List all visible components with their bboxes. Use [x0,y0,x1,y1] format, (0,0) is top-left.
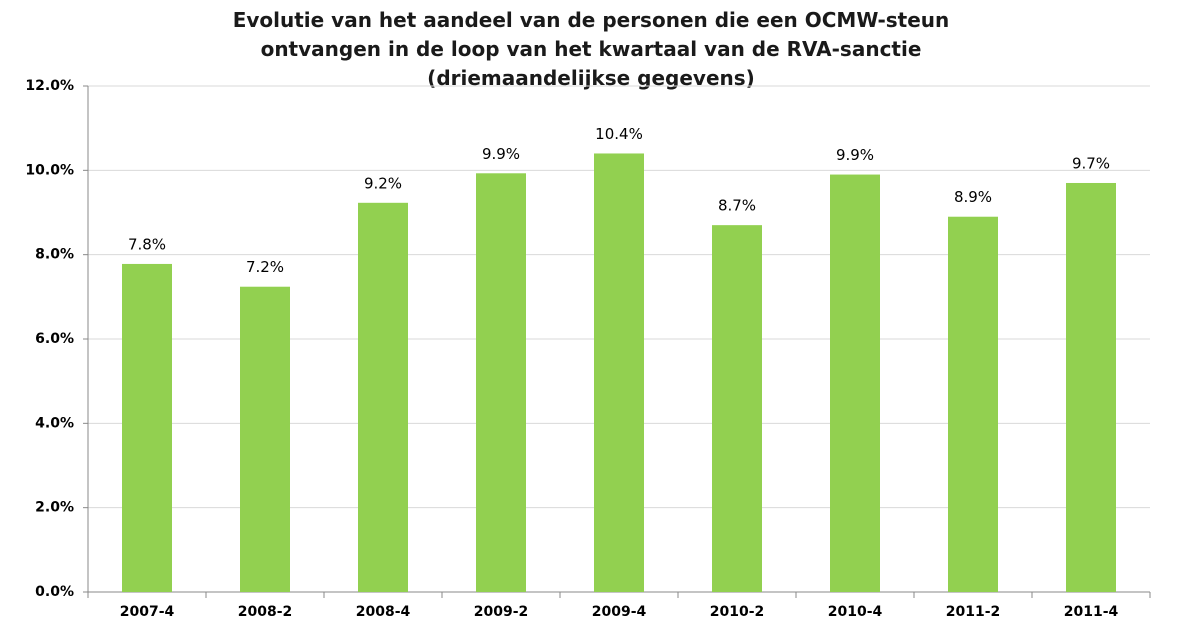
bar [240,286,290,592]
x-tick-label: 2009-4 [592,604,647,620]
y-tick-label: 0.0% [35,584,74,600]
bar [712,225,762,592]
y-tick-label: 6.0% [35,331,74,347]
y-tick-label: 2.0% [35,500,74,516]
value-label: 8.7% [718,197,756,215]
x-tick-label: 2010-4 [828,604,883,620]
y-tick-label: 8.0% [35,247,74,263]
y-tick-label: 10.0% [25,162,74,178]
y-tick-label: 4.0% [35,415,74,431]
x-tick-label: 2011-2 [946,604,1001,620]
x-tick-label: 2011-4 [1064,604,1119,620]
value-label: 7.2% [246,258,284,276]
value-label: 7.8% [128,235,166,253]
value-label: 9.2% [364,174,402,192]
value-label: 8.9% [954,188,992,206]
bar [948,216,998,592]
value-label: 9.7% [1072,154,1110,172]
x-tick-label: 2010-2 [710,604,765,620]
x-tick-label: 2008-4 [356,604,411,620]
value-label: 9.9% [836,146,874,164]
value-label: 10.4% [595,125,643,143]
x-tick-label: 2007-4 [120,604,175,620]
bar [122,263,172,592]
bar [1066,182,1116,592]
bar [476,173,526,592]
value-label: 9.9% [482,145,520,163]
bar [594,153,644,592]
chart-title: Evolutie van het aandeel van de personen… [232,8,950,90]
x-tick-label: 2009-2 [474,604,529,620]
y-tick-label: 12.0% [25,78,74,94]
x-tick-label: 2008-2 [238,604,293,620]
bar [830,174,880,593]
bar [358,202,408,592]
